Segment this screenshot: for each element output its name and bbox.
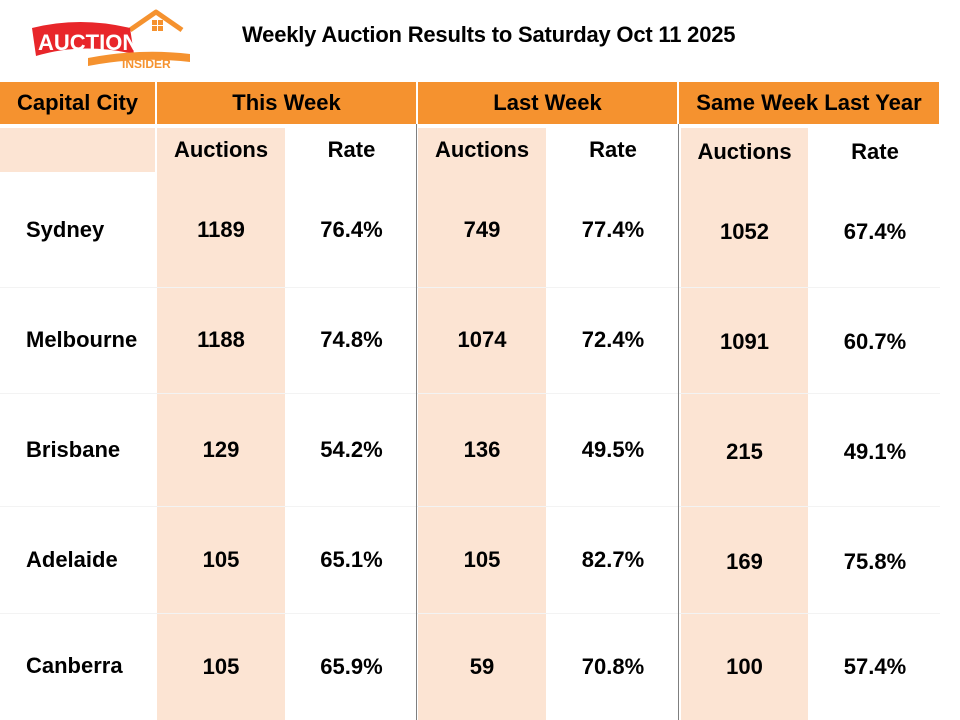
this-week-rate: 65.9%	[320, 654, 383, 679]
logo-graphic: AUCTION INSIDER	[32, 9, 190, 71]
group-divider	[416, 124, 417, 720]
last-week-auctions: 136	[463, 437, 501, 462]
subheader-last-year-rate: Rate	[851, 139, 899, 164]
header-last-week: Last Week	[418, 82, 677, 124]
header-this-week: This Week	[157, 82, 416, 124]
last-year-auctions: 1091	[720, 329, 769, 354]
last-year-auctions: 1052	[720, 219, 769, 244]
logo-word: AUCTION	[38, 30, 138, 55]
this-week-rate: 74.8%	[320, 327, 383, 352]
row-divider	[0, 287, 940, 288]
this-week-auctions: 129	[202, 437, 240, 462]
city-name: Adelaide	[26, 547, 118, 572]
last-week-auctions: 105	[463, 547, 501, 572]
last-week-auctions-band	[418, 128, 546, 720]
this-week-rate: 65.1%	[320, 547, 383, 572]
this-week-auctions: 1188	[197, 327, 245, 352]
last-year-rate: 67.4%	[843, 219, 907, 244]
this-week-auctions: 105	[202, 654, 240, 679]
row-divider	[0, 393, 940, 394]
header-same-week-last-year: Same Week Last Year	[679, 82, 939, 124]
city-name: Brisbane	[26, 437, 121, 462]
last-week-auctions: 749	[463, 217, 501, 242]
group-divider	[678, 124, 679, 720]
page-title: Weekly Auction Results to Saturday Oct 1…	[242, 22, 736, 47]
header-capital-city: Capital City	[0, 82, 155, 124]
last-year-rate: 57.4%	[843, 654, 907, 679]
auction-insider-logo: AUCTION INSIDER	[30, 8, 200, 71]
last-year-auctions-band	[681, 128, 808, 720]
last-week-rate: 49.5%	[581, 437, 645, 462]
last-week-auctions: 1074	[457, 327, 507, 352]
city-name: Melbourne	[26, 327, 138, 352]
last-year-auctions: 169	[726, 549, 763, 574]
last-year-auctions: 215	[726, 439, 763, 464]
row-divider	[0, 506, 940, 507]
subheader-last-year-auctions: Auctions	[697, 139, 792, 164]
city-name: Canberra	[26, 653, 123, 678]
last-week-rate: 70.8%	[581, 654, 645, 679]
this-week-auctions: 1189	[197, 217, 245, 242]
logo-tagline: INSIDER	[122, 57, 171, 70]
last-year-auctions: 100	[726, 654, 763, 679]
capital-city-subheader-band	[0, 128, 155, 172]
row-divider	[0, 613, 940, 614]
this-week-rate: 54.2%	[320, 437, 383, 462]
last-week-rate: 72.4%	[581, 327, 645, 352]
last-year-rate: 75.8%	[843, 549, 907, 574]
this-week-auctions-band	[157, 128, 285, 720]
this-week-auctions: 105	[202, 547, 240, 572]
last-year-rate: 49.1%	[843, 439, 907, 464]
subheader-last-week-rate: Rate	[589, 137, 637, 162]
last-week-auctions: 59	[469, 654, 495, 679]
city-name: Sydney	[26, 217, 105, 242]
subheader-this-week-auctions: Auctions	[173, 137, 269, 162]
subheader-last-week-auctions: Auctions	[434, 137, 530, 162]
last-year-rate: 60.7%	[843, 329, 907, 354]
last-week-rate: 77.4%	[581, 217, 645, 242]
subheader-this-week-rate: Rate	[327, 137, 376, 162]
last-week-rate: 82.7%	[581, 547, 645, 572]
this-week-rate: 76.4%	[320, 217, 383, 242]
